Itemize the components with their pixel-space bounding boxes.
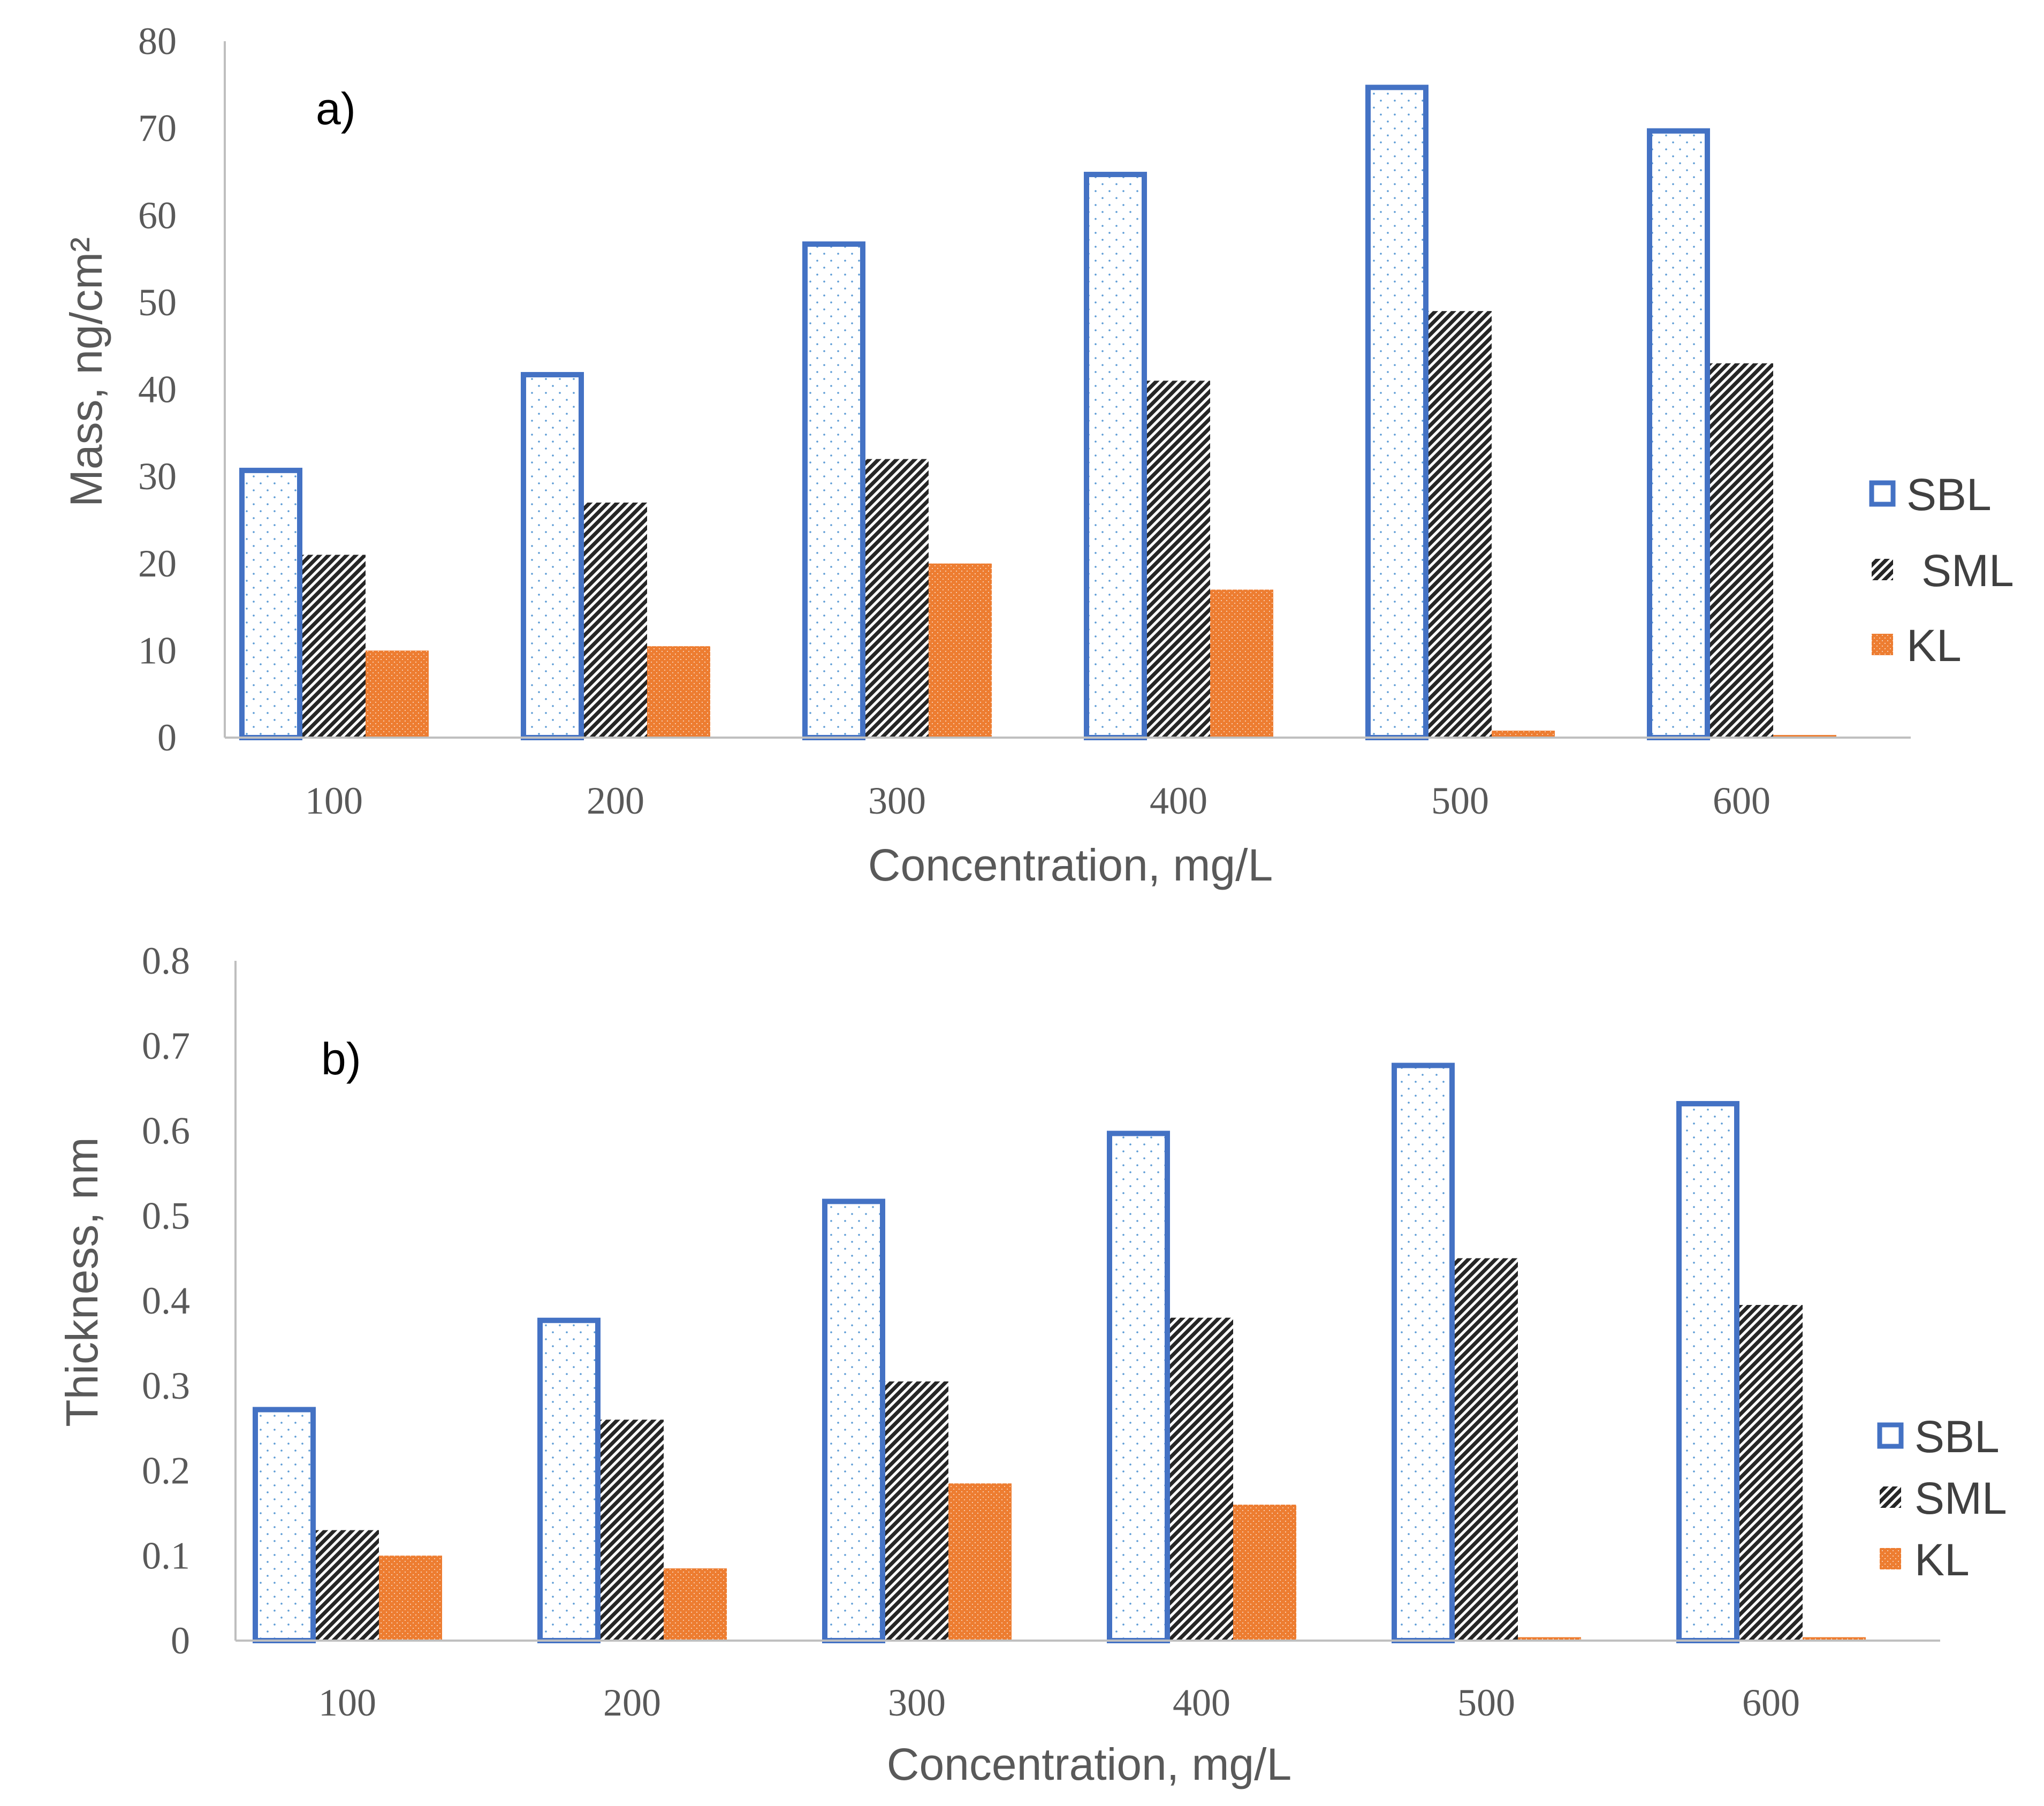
bars-b: [253, 1063, 1866, 1643]
y-tick-label-b: 0.4: [142, 1279, 190, 1322]
x-tick-label-300-b: 300: [888, 1681, 946, 1724]
x-tick-label-600-b: 600: [1742, 1681, 1800, 1724]
legend-label-sml-a: SML: [1921, 545, 2014, 596]
x-tick-label-300-a: 300: [868, 779, 926, 822]
bar-kl-400-a: [1210, 589, 1273, 738]
bar-sml-300-b: [885, 1381, 948, 1641]
y-tick-label-a: 80: [138, 20, 177, 63]
y-tick-label-a: 20: [138, 542, 177, 585]
bar-sml-600-a: [1710, 363, 1773, 738]
bar-kl-500-a: [1492, 730, 1555, 738]
y-tick-label-b: 0.5: [142, 1194, 190, 1237]
x-tick-label-100-a: 100: [305, 779, 363, 822]
bar-sml-600-b: [1739, 1304, 1803, 1641]
bar-kl-300-b: [948, 1483, 1012, 1641]
legend-swatch-sbl-b: [1877, 1422, 1904, 1449]
legend-swatch-kl-b: [1880, 1548, 1901, 1569]
bar-kl-600-a: [1773, 735, 1836, 738]
bar-kl-400-b: [1233, 1505, 1296, 1641]
bar-sml-500-b: [1455, 1258, 1518, 1641]
bar-kl-200-a: [647, 646, 710, 738]
bar-kl-500-b: [1518, 1637, 1581, 1641]
x-axis-title-b: Concentration, mg/L: [887, 1739, 1291, 1789]
y-tick-label-a: 40: [138, 368, 177, 411]
bar-sbl-300-a: [802, 241, 865, 741]
bar-kl-200-b: [664, 1568, 727, 1641]
bar-sbl-500-b: [1392, 1063, 1455, 1643]
x-tick-label-100-b: 100: [318, 1681, 376, 1724]
y-ticks-b: 0 0.1 0.2 0.3 0.4 0.5 0.6 0.7 0.8: [142, 939, 190, 1662]
bars-a: [239, 85, 1836, 741]
legend-swatch-sml-b: [1880, 1486, 1901, 1508]
legend-b: SBL SML KL: [1877, 1412, 2007, 1585]
y-tick-label-a: 30: [138, 455, 177, 498]
panel-label-a: a): [316, 84, 356, 134]
y-axis-title-a: Mass, ng/cm²: [61, 237, 111, 507]
bar-sml-100-a: [302, 555, 366, 738]
chart-panel-a: a) Mass, ng/cm² Concentration, mg/L 0 10 2…: [61, 20, 2014, 890]
x-tick-label-200-b: 200: [603, 1681, 661, 1724]
bar-sml-400-b: [1170, 1317, 1233, 1641]
y-tick-label-b: 0.7: [142, 1025, 190, 1067]
y-tick-label-b: 0.2: [142, 1450, 190, 1492]
bar-sbl-400-b: [1107, 1130, 1170, 1643]
legend-label-sbl-b: SBL: [1914, 1412, 2000, 1462]
bar-sbl-200-b: [537, 1317, 601, 1643]
bar-kl-300-a: [929, 563, 992, 738]
bar-sbl-100-a: [239, 467, 302, 740]
legend-label-kl-b: KL: [1914, 1535, 1970, 1585]
y-tick-label-b: 0.3: [142, 1364, 190, 1407]
legend-swatch-sbl-a: [1869, 480, 1896, 507]
bar-sml-200-a: [584, 502, 647, 738]
bar-sbl-300-b: [822, 1198, 885, 1643]
bar-sml-400-a: [1147, 381, 1210, 738]
bar-sbl-600-a: [1647, 128, 1710, 740]
y-axis-title-b: Thickness, nm: [57, 1137, 107, 1427]
bar-kl-100-b: [379, 1555, 442, 1641]
y-tick-label-a: 0: [157, 716, 177, 759]
x-ticks-a: 100 200 300 400 500 600: [305, 779, 1771, 822]
bar-kl-100-a: [366, 650, 429, 738]
bar-sbl-400-a: [1084, 171, 1147, 740]
bar-sml-500-a: [1428, 311, 1492, 738]
legend-label-sbl-a: SBL: [1906, 469, 1992, 520]
x-tick-label-200-a: 200: [587, 779, 644, 822]
x-tick-label-500-a: 500: [1431, 779, 1489, 822]
y-tick-label-a: 10: [138, 629, 177, 672]
legend-swatch-kl-a: [1872, 634, 1893, 655]
legend-swatch-sml-a: [1872, 559, 1893, 580]
x-tick-label-400-a: 400: [1150, 779, 1207, 822]
bar-sml-200-b: [601, 1420, 664, 1641]
y-tick-label-b: 0.8: [142, 939, 190, 982]
chart-panel-b: b) Thickness, nm Concentration, mg/L 0 0.…: [57, 939, 2007, 1789]
x-ticks-b: 100 200 300 400 500 600: [318, 1681, 1800, 1724]
legend-label-sml-b: SML: [1914, 1473, 2007, 1523]
y-tick-label-b: 0.6: [142, 1110, 190, 1152]
legend-a: SBL SML KL: [1869, 469, 2014, 671]
y-ticks-a: 0 10 20 30 40 50 60 70 80: [138, 20, 177, 759]
y-tick-label-a: 50: [138, 281, 177, 324]
legend-label-kl-a: KL: [1906, 620, 1962, 671]
bar-kl-600-b: [1803, 1637, 1866, 1641]
y-tick-label-a: 70: [138, 107, 177, 150]
bar-sbl-600-b: [1676, 1101, 1739, 1643]
panel-label-b: b): [321, 1034, 361, 1084]
bar-sbl-500-a: [1365, 85, 1428, 740]
bar-sbl-200-a: [521, 371, 584, 740]
x-tick-label-600-a: 600: [1713, 779, 1771, 822]
x-tick-label-500-b: 500: [1457, 1681, 1515, 1724]
y-tick-label-b: 0: [171, 1619, 190, 1662]
bar-sbl-100-b: [253, 1407, 316, 1643]
y-tick-label-b: 0.1: [142, 1534, 190, 1577]
bar-sml-300-a: [865, 459, 929, 738]
x-axis-title-a: Concentration, mg/L: [868, 840, 1273, 890]
bar-sml-100-b: [316, 1530, 379, 1641]
y-tick-label-a: 60: [138, 194, 177, 237]
x-tick-label-400-b: 400: [1173, 1681, 1230, 1724]
